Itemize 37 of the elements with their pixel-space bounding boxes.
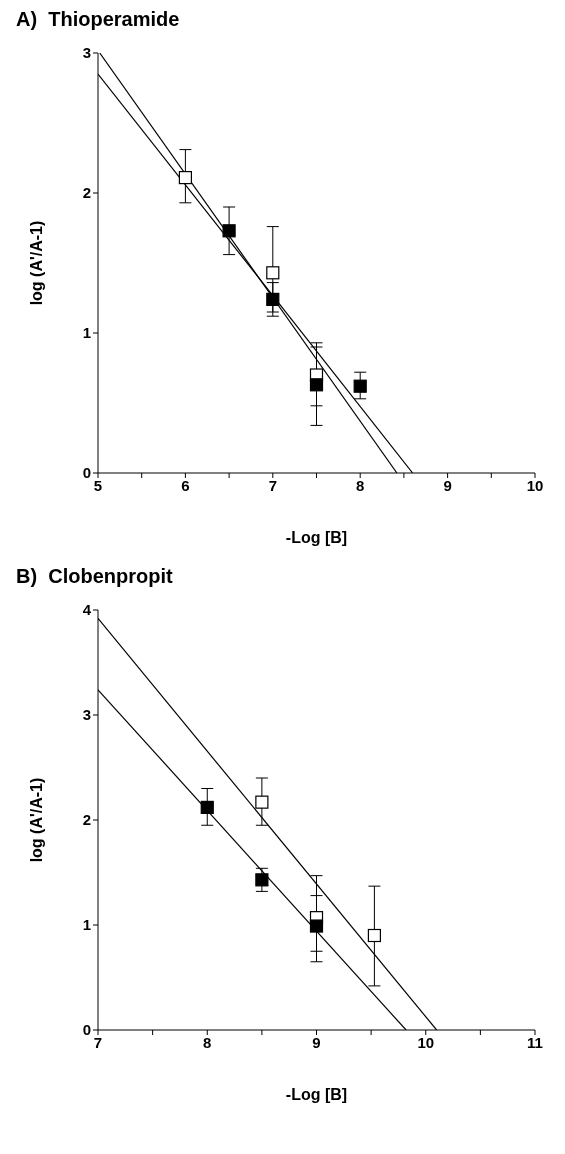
- x-tick-label: 8: [203, 1033, 212, 1051]
- y-axis-title: log (A'/A-1): [27, 220, 45, 306]
- y-tick-label: 0: [82, 1021, 91, 1039]
- x-axis-title: -Log [B]: [285, 1086, 348, 1103]
- x-tick-label: 8: [356, 476, 365, 494]
- point: [309, 919, 324, 933]
- x-tick-label: 10: [417, 1033, 435, 1051]
- y-axis-title: log (A'/A-1): [27, 777, 45, 863]
- x-tick-label: 7: [268, 476, 277, 494]
- x-tick-label: 11: [527, 1033, 543, 1051]
- x-tick-label: 10: [526, 476, 544, 494]
- point: [255, 873, 269, 887]
- x-tick-label: 6: [181, 476, 190, 494]
- y-tick-label: 3: [82, 706, 91, 724]
- y-tick-label: 3: [82, 44, 91, 62]
- y-tick-label: 1: [82, 916, 91, 934]
- x-tick-label: 9: [312, 1033, 321, 1051]
- chart-title: A) Thioperamide: [16, 8, 181, 31]
- point: [266, 292, 280, 306]
- chart-title: B) Clobenpropit: [16, 565, 174, 588]
- point: [309, 378, 324, 392]
- x-tick-label: 9: [443, 476, 452, 494]
- point: [178, 171, 192, 185]
- y-tick-label: 0: [82, 464, 91, 482]
- x-tick-label: 5: [93, 476, 103, 494]
- x-axis-title: -Log [B]: [285, 529, 348, 546]
- point: [353, 379, 367, 393]
- point: [266, 266, 280, 280]
- point: [367, 928, 381, 943]
- point: [222, 224, 236, 238]
- point: [255, 795, 269, 809]
- x-tick-label: 7: [93, 1033, 103, 1051]
- y-tick-label: 4: [82, 601, 92, 619]
- y-tick-label: 2: [82, 184, 91, 202]
- y-tick-label: 1: [82, 324, 91, 342]
- point: [200, 800, 214, 814]
- y-tick-label: 2: [82, 811, 91, 829]
